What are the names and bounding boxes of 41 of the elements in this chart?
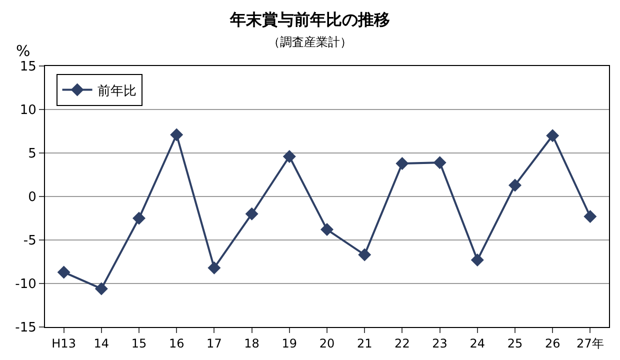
point: [358, 248, 372, 262]
y-tick-label: 5: [28, 146, 36, 162]
y-tick-label: 0: [28, 190, 36, 206]
point: [320, 223, 334, 236]
x-tick-label: 16: [168, 336, 184, 350]
point: [282, 150, 296, 163]
y-tick-label: 10: [20, 103, 36, 118]
point: [470, 254, 484, 267]
point: [245, 207, 258, 220]
chart-title: 年末賞与前年比の推移: [229, 10, 390, 30]
y-tick-label: -15: [15, 320, 36, 336]
x-tick-label: 14: [94, 336, 110, 350]
x-tick-label: H13: [52, 336, 76, 350]
point: [584, 210, 597, 224]
point: [433, 156, 446, 170]
x-tick-label: 21: [356, 336, 372, 350]
x-tick-label: 19: [282, 336, 298, 350]
x-tick-label: 22: [394, 336, 410, 350]
y-tick-label: 15: [20, 60, 36, 75]
x-tick-label: 25: [507, 336, 523, 350]
x-tick-label: 26: [544, 336, 560, 350]
point: [208, 261, 221, 274]
y-tick-label: -10: [15, 277, 36, 292]
point: [546, 129, 560, 142]
point: [508, 178, 522, 192]
x-tick-label: 23: [432, 336, 448, 350]
legend-label: 前年比: [97, 84, 136, 99]
x-tick-label: 27年: [576, 336, 604, 350]
x-tick-label: 15: [131, 336, 147, 350]
y-axis-title: %: [16, 42, 30, 60]
x-tick-label: 24: [470, 336, 486, 350]
x-tick-label: 17: [206, 336, 222, 350]
chart-subtitle: （調査産業計）: [268, 35, 352, 49]
point: [57, 266, 70, 279]
y-tick-label: -5: [23, 234, 36, 249]
point: [132, 212, 146, 225]
x-tick-label: 20: [319, 336, 335, 350]
point: [94, 282, 108, 296]
point: [170, 128, 184, 142]
point: [396, 156, 409, 170]
x-tick-label: 18: [244, 336, 260, 350]
